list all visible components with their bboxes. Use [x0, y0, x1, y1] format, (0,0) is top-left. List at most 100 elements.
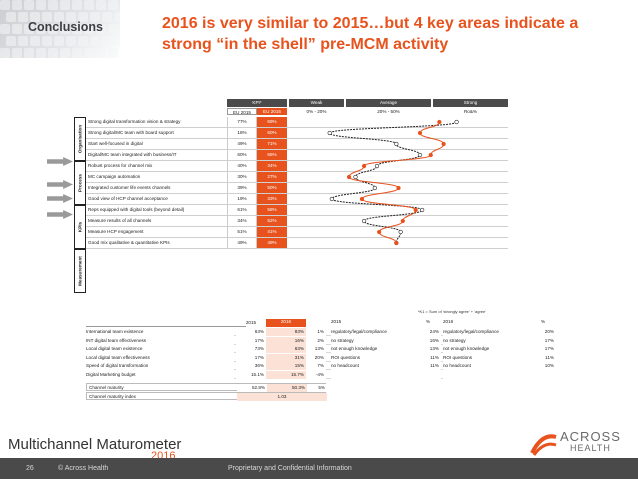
series-2015-point [420, 207, 425, 213]
comparison-cell-a: 15.1% [236, 370, 266, 379]
kpi-value-2015: 60% [227, 150, 257, 160]
series-2015-point [454, 119, 459, 125]
series-2016-point [417, 130, 423, 136]
kpi-value-2016: 71% [257, 139, 287, 149]
eu2015-label: EU 2015 [227, 108, 257, 115]
kpi-row: MC campaign automation 30% 27% [86, 172, 508, 183]
comparison-cell-b: 16% [266, 336, 306, 345]
series-2016-point [441, 141, 446, 147]
comparison-row: International team existence 63% 83% 1% regu… [86, 328, 556, 336]
series-2015-point [394, 141, 399, 147]
kpi-footnote: *K1 = Sum of 'strongly agree' + 'agree' [418, 309, 486, 314]
kpi-value-2016: 27% [257, 172, 287, 182]
series-2015-point [327, 130, 332, 136]
comparison-cell-c: 7% [306, 362, 326, 370]
comparison-cell-b: 31% [266, 353, 306, 362]
kpi-row: Robust process for channel mix 40% 34% [86, 161, 508, 172]
brand-name: ACROSS [560, 429, 621, 444]
kpi-row: Strong digital transformation vision & s… [86, 117, 508, 128]
kpi-row: Start well-focused in digital 49% 71% [86, 139, 508, 150]
comparison-cell-ep [538, 370, 556, 379]
comparison-cell-e: regulatory/legal/compliance [443, 328, 538, 336]
kpi-value-2015: 49% [227, 238, 257, 248]
kpi-value-2015: 34% [227, 216, 257, 226]
kpi-row-label: Measure results of all channels [88, 218, 152, 223]
kpi-row-label: Good mix qualitative & quantitative KPIs [88, 240, 170, 245]
comparison-row: Digital Marketing budget 15.1% 15.7% -4% [86, 370, 556, 379]
series-2016-point [400, 218, 405, 224]
highlight-arrow [47, 157, 73, 166]
kpi-row: Digital/MC team integrated with business… [86, 150, 508, 161]
comparison-cell-dp: 11% [426, 362, 441, 370]
comparison-cell-dp: 11% [426, 353, 441, 362]
maturity-row: Channel maturity 52.8% 50.3% 5% [86, 383, 327, 392]
comparison-cell-a: 73% [236, 345, 266, 353]
comparison-cell-a: 36% [236, 362, 266, 370]
kpi-line-plot [327, 119, 459, 246]
maturity-cell-a: 52.8% [237, 384, 267, 392]
series-2015-point [417, 152, 423, 158]
copyright: © Across Health [58, 465, 109, 472]
group-measurement: Measurement [74, 249, 86, 293]
col-2015-reasons: 2015 [331, 319, 342, 324]
average-header: Average [346, 99, 431, 107]
kpi-value-2016: 69% [257, 117, 287, 127]
comparison-cell-ep: 17% [538, 336, 556, 345]
kpi-row-label: Strong digital/MC team with board suppor… [88, 130, 174, 135]
comparison-cell-e: ROI questions [443, 353, 538, 362]
comparison-cell-d [331, 370, 426, 379]
confidential-note: Proprietary and Confidential Information [228, 465, 352, 472]
comparison-cell-label: INT digital team effectiveness [86, 336, 234, 345]
series-2015-point [374, 163, 380, 169]
series-2015-point [398, 229, 403, 235]
comparison-row: INT digital team effectiveness 17% 16% 2% no… [86, 336, 556, 345]
brand-subtitle: HEALTH [570, 443, 611, 453]
kpi-header: KPI* [227, 99, 287, 107]
comparison-cell-c: 1% [306, 328, 326, 336]
kpi-value-2015: 49% [227, 139, 257, 149]
comparison-cell-label: Digital Marketing budget [86, 370, 234, 379]
kpi-row: Measure results of all channels 34% 52% [86, 216, 508, 227]
kpi-row: Reps equipped with digital tools (beyond… [86, 205, 508, 216]
footer-bar [0, 458, 638, 479]
series-2016-point [346, 174, 352, 180]
comparison-row: Local digital team effectiveness 17% 31% 20… [86, 353, 556, 362]
comparison-cell-b: 15.7% [266, 370, 306, 379]
comparison-cell-d: regulatory/legal/compliance [331, 328, 426, 336]
maturity-index-value: 1.03 [237, 393, 327, 401]
kpi-row-label: Strong digital transformation vision & s… [88, 119, 181, 124]
comparison-cell-ep: 11% [538, 353, 556, 362]
decorative-corner-pattern [0, 0, 120, 58]
kpi-value-2015: 19% [227, 194, 257, 204]
kpi-row-label: Integrated customer life events channels [88, 185, 171, 190]
average-range: 20% - 50% [377, 109, 400, 114]
series-2015-point [353, 174, 358, 180]
kpi-value-2015: 51% [227, 227, 257, 237]
col-pct-2016: % [541, 319, 546, 324]
comparison-cell-dp: 13% [426, 345, 441, 353]
col-pct-2015: % [426, 319, 431, 324]
maturity-label: Channel maturity index [89, 394, 136, 399]
brand-arrow-icon [530, 434, 557, 456]
comparison-cell-e: not enough knowledge [443, 345, 538, 353]
product-logo-text: Multichannel Maturometer [8, 436, 182, 453]
kpi-value-2016: 34% [257, 161, 287, 171]
kpi-row-label: MC campaign automation [88, 174, 141, 179]
maturity-cell-b: 50.3% [267, 384, 307, 392]
comparison-cell-d: ROI questions [331, 353, 426, 362]
comparison-cell-label: Local digital team existence [86, 345, 234, 353]
comparison-cell-c: 2% [306, 336, 326, 345]
kpi-row-label: Digital/MC team integrated with business… [88, 152, 177, 157]
col-2016-reasons: 2016 [443, 319, 454, 324]
kpi-row: Good view of HCP channel acceptance 19% 33… [86, 194, 508, 205]
comparison-cell-c: 20% [306, 353, 326, 362]
kpi-row: Measure HCP engagement 51% 41% [86, 227, 508, 238]
comparison-cell-d: no headcount [331, 362, 426, 370]
weak-header: Weak [289, 99, 344, 107]
series-2016-point [428, 152, 433, 158]
weak-range: 0% - 20% [306, 109, 327, 114]
group-organisation: Organisation [74, 117, 86, 161]
comparison-cell-label: Local digital team effectiveness [86, 353, 234, 362]
kpi-row-label: Robust process for channel mix [88, 163, 153, 168]
highlight-arrow [47, 180, 73, 189]
